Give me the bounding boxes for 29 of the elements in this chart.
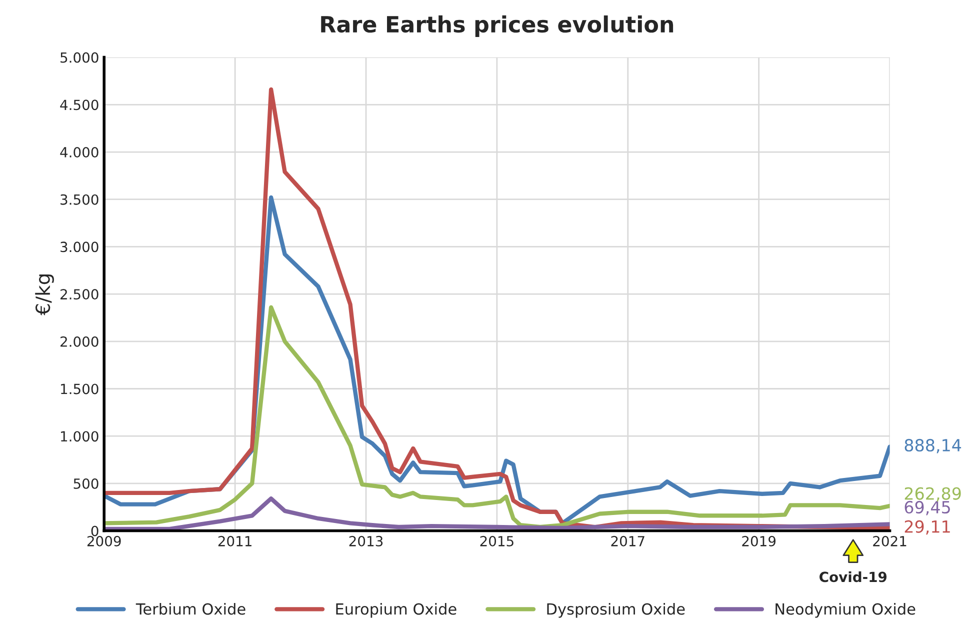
y-tick-label: 3.500 [60,194,98,205]
y-tick-label: 1.500 [61,384,98,394]
x-tick-label: 2013 [349,536,383,546]
chart-title: Rare Earths prices evolution [321,15,674,37]
y-tick-label: 1.000 [61,431,98,442]
y-tick-label: 2.500 [60,289,98,300]
x-tick-label: 2011 [218,536,252,546]
data-label: 262,89 [904,487,961,502]
data-label: 69,45 [904,500,950,516]
text: Covid-19 [820,571,887,582]
y-tick-label: 5.000 [60,52,98,63]
y-tick-label: 4.000 [60,146,98,158]
legend-label: Terbium Oxide [136,602,246,615]
y-tick-label: 500 [74,478,98,489]
y-tick-label: 0 [91,526,98,536]
x-tick-label: 2019 [742,536,776,546]
legend-label: Europium Oxide [336,602,456,618]
y-tick-label: 3.000 [60,242,98,252]
x-tick-label: 2021 [873,536,906,546]
x-tick-label: 2017 [611,536,644,546]
legend-label: Dysprosium Oxide [547,602,685,618]
y-tick-label: 4.500 [60,100,98,110]
x-tick-label: 2015 [480,536,514,546]
y-tick-label: 2.000 [60,336,98,347]
legend-label: Neodymium Oxide [776,602,916,618]
data-label: 888,14 [904,438,962,454]
y-axis-title: €/kg [35,274,54,316]
data-label: 29,11 [904,520,950,535]
x-tick-label: 2009 [87,536,121,546]
